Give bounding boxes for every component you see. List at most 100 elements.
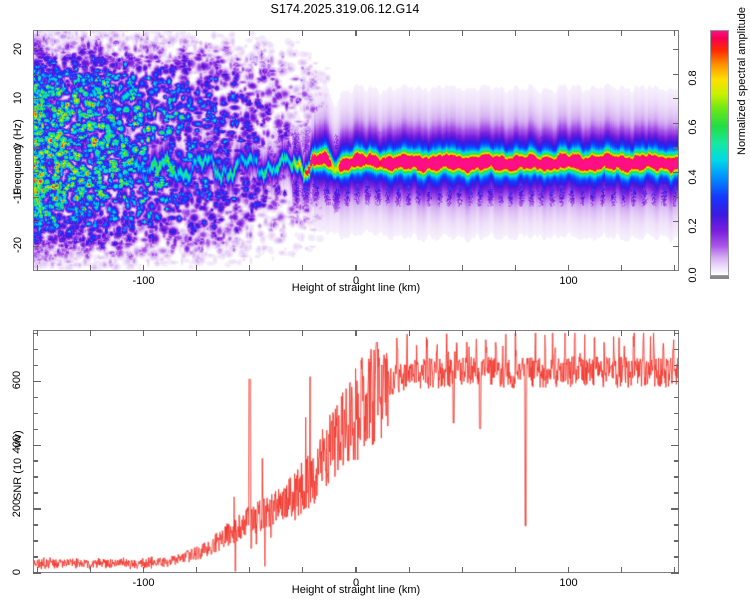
snr-y-tick	[33, 348, 38, 350]
snr-y-tick-right	[671, 508, 679, 510]
colorbar-tick-label: 0.6	[687, 119, 699, 136]
snr-x-tick-top	[302, 330, 304, 336]
colorbar	[710, 30, 729, 279]
snr-y-tick-right	[674, 364, 679, 366]
snr-x-tick-top	[621, 330, 623, 336]
snr-x-tick-top	[142, 330, 145, 336]
snr-x-axis-title: Height of straight line (km)	[291, 584, 421, 596]
snr-x-tick-top	[514, 330, 516, 336]
spectrogram-y-tick	[33, 122, 39, 125]
snr-y-tick	[33, 380, 41, 382]
snr-y-tick	[33, 524, 38, 526]
spectrogram-y-tick	[33, 147, 39, 149]
spectrogram-x-tick-top	[461, 30, 463, 36]
spectrogram-y-tick	[33, 172, 39, 174]
snr-y-tick	[33, 572, 41, 574]
spectrogram-x-tick	[142, 265, 145, 271]
colorbar-base	[710, 276, 729, 279]
snr-y-tick-right	[674, 524, 679, 526]
spectrogram-x-tick-top	[196, 30, 198, 36]
spectrogram-x-tick-top	[567, 30, 570, 36]
snr-y-tick-label: 0	[11, 568, 23, 576]
spectrogram-x-tick	[196, 265, 198, 271]
spectrogram-panel	[33, 30, 679, 271]
spectrogram-y-tick-label: 20	[12, 42, 24, 55]
colorbar-title: Normalized spectral amplitude	[736, 7, 748, 155]
spectrogram-y-tick	[33, 73, 39, 75]
snr-y-tick-right	[674, 428, 679, 430]
spectrogram-x-tick-top	[89, 30, 91, 36]
spectrogram-x-tick-top	[249, 30, 251, 36]
spectrogram-y-tick-right	[673, 196, 679, 198]
snr-y-tick-label: 600	[11, 370, 23, 390]
spectrogram-y-tick	[33, 49, 39, 51]
snr-x-tick	[142, 567, 145, 573]
snr-y-tick	[33, 460, 38, 462]
colorbar-gradient	[710, 30, 729, 276]
snr-y-tick-right	[674, 332, 679, 334]
spectrogram-x-tick	[355, 265, 357, 271]
snr-y-tick	[33, 540, 38, 542]
spectrogram-y-tick-right	[673, 245, 679, 247]
snr-x-tick-top	[408, 330, 410, 336]
snr-y-tick-right	[674, 540, 679, 542]
spectrogram-x-tick	[674, 265, 676, 271]
spectrogram-x-tick-top	[36, 30, 38, 36]
snr-y-tick	[33, 364, 38, 366]
snr-x-tick	[621, 567, 623, 573]
spectrogram-x-tick-top	[142, 30, 145, 36]
spectrogram-x-tick	[514, 265, 516, 271]
snr-x-tick	[302, 567, 304, 573]
spectrogram-y-tick-right	[673, 49, 679, 51]
colorbar-tick-label: 0.0	[687, 267, 699, 283]
snr-x-tick	[514, 567, 516, 573]
spectrogram-x-tick-label: 0	[352, 275, 360, 287]
colorbar-tick-label: 0.4	[687, 168, 699, 185]
snr-x-tick-top	[249, 330, 251, 336]
snr-x-tick-top	[355, 330, 357, 336]
spectrogram-y-tick-label: -20	[12, 237, 24, 254]
spectrogram-x-tick	[461, 265, 463, 271]
snr-x-tick	[461, 567, 463, 573]
snr-x-tick	[408, 567, 410, 573]
snr-x-tick	[355, 567, 357, 573]
spectrogram-y-axis-title: Frequency (Hz)	[12, 119, 24, 195]
snr-x-tick-label: 0	[352, 577, 360, 589]
snr-y-tick-right	[671, 572, 679, 574]
snr-x-tick	[249, 567, 251, 573]
colorbar-tick-label: 0.8	[687, 70, 699, 86]
snr-x-tick	[36, 567, 38, 573]
snr-canvas	[34, 331, 678, 572]
spectrogram-y-tick	[33, 221, 39, 223]
snr-panel	[33, 330, 679, 573]
snr-y-tick-right	[674, 460, 679, 462]
spectrogram-y-tick-right	[673, 122, 679, 125]
snr-x-tick-top	[196, 330, 198, 336]
snr-y-tick	[33, 508, 41, 510]
snr-x-tick-top	[89, 330, 91, 336]
spectrogram-y-tick	[33, 98, 39, 100]
spectrogram-y-tick-right	[673, 147, 679, 149]
spectrogram-x-tick	[89, 265, 91, 271]
spectrogram-x-axis-title: Height of straight line (km)	[291, 282, 421, 294]
spectrogram-x-tick	[621, 265, 623, 271]
spectrogram-x-tick-top	[674, 30, 676, 36]
spectrogram-canvas	[34, 31, 678, 270]
spectrogram-y-tick-label: 10	[12, 91, 24, 104]
snr-y-tick	[33, 332, 38, 334]
spectrogram-x-tick-top	[355, 30, 357, 36]
snr-x-tick	[196, 567, 198, 573]
snr-y-tick	[33, 476, 38, 478]
snr-x-tick-label: -100	[132, 577, 155, 589]
spectrogram-x-tick	[249, 265, 251, 271]
spectrogram-y-tick-right	[673, 172, 679, 174]
snr-x-tick	[674, 567, 676, 573]
snr-y-tick	[33, 396, 38, 398]
spectrogram-x-tick-top	[408, 30, 410, 36]
spectrogram-y-tick-right	[673, 73, 679, 75]
snr-y-tick-right	[674, 476, 679, 478]
spectrogram-y-tick	[33, 245, 39, 247]
snr-y-tick	[33, 444, 41, 446]
snr-x-tick	[567, 567, 570, 573]
